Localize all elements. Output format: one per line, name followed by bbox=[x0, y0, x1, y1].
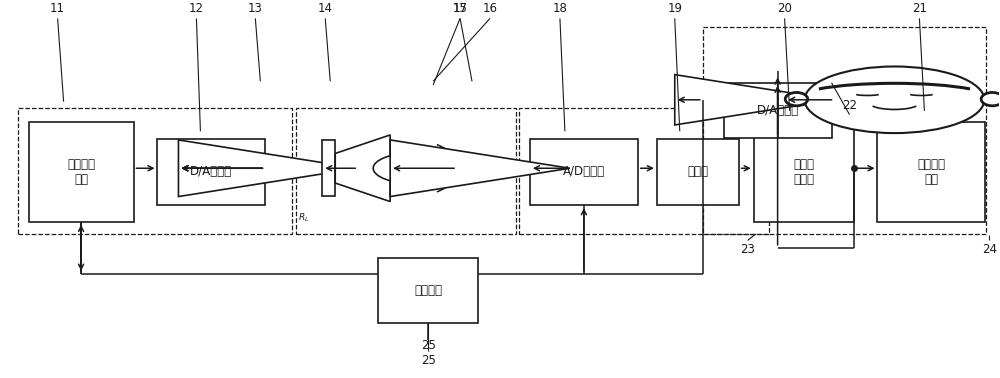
Text: 辨识算法
模块: 辨识算法 模块 bbox=[917, 158, 945, 186]
Bar bbox=[703, 26, 986, 234]
Text: $R_L$: $R_L$ bbox=[298, 211, 309, 224]
Circle shape bbox=[373, 153, 457, 184]
Text: D/A转化器: D/A转化器 bbox=[190, 166, 232, 178]
Text: 20: 20 bbox=[777, 2, 792, 15]
Bar bbox=[530, 139, 638, 205]
Text: 16: 16 bbox=[483, 2, 498, 15]
Text: 21: 21 bbox=[912, 2, 927, 15]
Text: 11: 11 bbox=[50, 2, 65, 15]
Text: 12: 12 bbox=[189, 2, 204, 15]
Text: 25: 25 bbox=[421, 339, 436, 352]
Text: 15: 15 bbox=[453, 2, 467, 15]
Text: 信号生成
模块: 信号生成 模块 bbox=[67, 158, 95, 186]
Bar bbox=[18, 108, 292, 234]
Text: 自适应
滤波器: 自适应 滤波器 bbox=[793, 158, 814, 186]
Polygon shape bbox=[390, 140, 570, 197]
Text: 19: 19 bbox=[667, 2, 682, 15]
Text: 缓冲区: 缓冲区 bbox=[687, 166, 708, 178]
Bar bbox=[519, 108, 769, 234]
Text: 23: 23 bbox=[740, 243, 755, 256]
Ellipse shape bbox=[981, 93, 1000, 106]
Polygon shape bbox=[675, 74, 835, 125]
Bar bbox=[724, 83, 832, 138]
Bar bbox=[378, 258, 478, 322]
Bar bbox=[322, 141, 335, 196]
Text: 25: 25 bbox=[421, 354, 436, 367]
Bar bbox=[296, 108, 516, 234]
Bar bbox=[157, 139, 265, 205]
Text: 14: 14 bbox=[318, 2, 333, 15]
Polygon shape bbox=[178, 140, 358, 197]
Text: 控制模块: 控制模块 bbox=[414, 284, 442, 297]
Text: D/A转化器: D/A转化器 bbox=[757, 104, 799, 117]
Text: 17: 17 bbox=[453, 2, 468, 15]
Text: 24: 24 bbox=[982, 243, 997, 256]
Text: A/D转化器: A/D转化器 bbox=[563, 166, 605, 178]
Bar bbox=[754, 122, 854, 222]
Circle shape bbox=[805, 67, 984, 133]
Bar bbox=[877, 122, 985, 222]
Text: 13: 13 bbox=[248, 2, 263, 15]
Polygon shape bbox=[335, 135, 390, 201]
Bar bbox=[657, 139, 739, 205]
Text: 22: 22 bbox=[842, 99, 857, 112]
Ellipse shape bbox=[785, 93, 808, 106]
Bar bbox=[29, 122, 134, 222]
Text: 18: 18 bbox=[552, 2, 567, 15]
